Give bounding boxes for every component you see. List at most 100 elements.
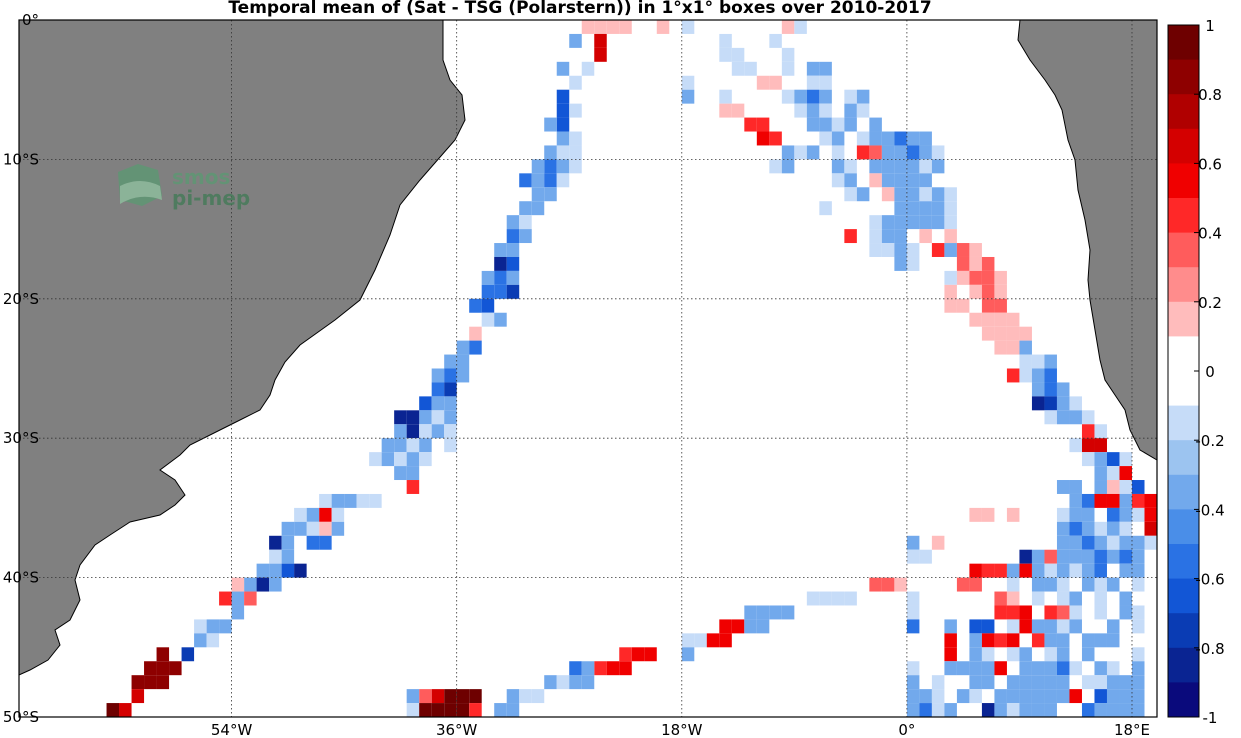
heatmap-cell — [1031, 619, 1045, 634]
heatmap-cell — [256, 563, 270, 578]
heatmap-cell — [1006, 689, 1020, 704]
heatmap-cell — [419, 689, 432, 704]
heatmap-cell — [306, 507, 320, 522]
heatmap-cell — [1044, 549, 1057, 564]
heatmap-cell — [556, 103, 570, 118]
plot-frame — [18, 19, 1158, 718]
heatmap-cell — [1031, 563, 1045, 578]
heatmap-cell — [531, 689, 545, 704]
heatmap-cell — [419, 703, 432, 717]
heatmap-cell — [1119, 521, 1132, 536]
heatmap-cell — [519, 201, 532, 216]
heatmap-cell — [756, 131, 770, 146]
heatmap-cell — [556, 61, 570, 76]
x-tick-label: 54°W — [211, 721, 253, 738]
heatmap-cell — [1019, 368, 1032, 383]
heatmap-cell — [1031, 675, 1045, 690]
heatmap-cell — [569, 675, 582, 690]
heatmap-cell — [581, 661, 595, 676]
heatmap-cell — [906, 131, 920, 146]
heatmap-cell — [506, 689, 520, 704]
heatmap-cell — [831, 591, 845, 606]
heatmap-cell — [1031, 396, 1045, 411]
x-tick-label: 18°W — [661, 721, 703, 738]
heatmap-cell — [581, 20, 595, 34]
heatmap-cell — [394, 452, 407, 467]
heatmap-cell — [1144, 521, 1157, 536]
heatmap-cell — [1031, 577, 1045, 592]
heatmap-cell — [544, 117, 557, 132]
heatmap-cell — [1019, 703, 1032, 717]
heatmap-cell — [469, 703, 482, 717]
heatmap-cell — [931, 243, 945, 257]
heatmap-cell — [869, 117, 882, 132]
heatmap-cell — [606, 661, 620, 676]
heatmap-cell — [1119, 605, 1132, 620]
heatmap-cell — [1131, 549, 1145, 564]
heatmap-cell — [1006, 577, 1020, 592]
heatmap-cell — [869, 577, 882, 592]
heatmap-cell — [919, 173, 932, 188]
heatmap-cell — [519, 215, 532, 230]
heatmap-cell — [944, 633, 957, 648]
heatmap-cell — [381, 452, 395, 467]
heatmap-cell — [981, 312, 995, 327]
heatmap-cell — [869, 243, 882, 257]
heatmap-cell — [531, 187, 545, 202]
heatmap-cell — [356, 493, 370, 508]
heatmap-cell — [181, 647, 195, 662]
heatmap-cell — [456, 340, 470, 355]
colorbar-segment — [1168, 647, 1199, 683]
heatmap-cell — [869, 215, 882, 230]
heatmap-cell — [1131, 703, 1145, 717]
heatmap-cell — [556, 159, 570, 174]
heatmap-cell — [1119, 689, 1132, 704]
colorbar-tick-label: 0.8 — [1198, 86, 1222, 104]
heatmap-cell — [931, 145, 945, 160]
heatmap-cell — [981, 563, 995, 578]
heatmap-cell — [969, 633, 982, 648]
heatmap-cell — [1094, 563, 1107, 578]
y-tick-label: 20°S — [3, 290, 39, 308]
heatmap-cell — [1019, 549, 1032, 564]
heatmap-cell — [794, 145, 807, 160]
heatmap-cell — [131, 675, 145, 690]
heatmap-cell — [719, 633, 732, 648]
heatmap-cell — [856, 131, 870, 146]
y-tick-label: 40°S — [3, 569, 39, 587]
heatmap-cell — [1044, 563, 1057, 578]
heatmap-cell — [569, 661, 582, 676]
heatmap-cell — [1006, 619, 1020, 634]
heatmap-cell — [406, 703, 420, 717]
heatmap-cell — [394, 438, 407, 453]
heatmap-cell — [1031, 633, 1045, 648]
heatmap-cell — [269, 563, 282, 578]
heatmap-cell — [944, 187, 957, 202]
heatmap-cell — [1131, 507, 1145, 522]
heatmap-cell — [569, 33, 582, 48]
heatmap-cell — [406, 438, 420, 453]
colorbar-tick-label: -0.4 — [1195, 501, 1224, 519]
heatmap-cell — [581, 675, 595, 690]
heatmap-cell — [1069, 619, 1082, 634]
colorbar-tick-label: 0.4 — [1198, 225, 1222, 243]
map-plot-area: smos pi-mep — [18, 19, 1158, 718]
heatmap-cell — [944, 229, 957, 244]
heatmap-cell — [1131, 675, 1145, 690]
heatmap-cell — [906, 187, 920, 202]
heatmap-cell — [444, 354, 457, 369]
heatmap-cell — [881, 577, 895, 592]
heatmap-cell — [231, 591, 245, 606]
heatmap-cell — [956, 689, 970, 704]
heatmap-cell — [1106, 689, 1120, 704]
heatmap-cell — [981, 647, 995, 662]
heatmap-cell — [594, 20, 607, 34]
heatmap-cell — [1106, 466, 1120, 481]
africa-landmass — [1017, 19, 1158, 461]
heatmap-cell — [1106, 480, 1120, 494]
heatmap-cell — [1106, 535, 1120, 550]
heatmap-cell — [919, 229, 932, 244]
heatmap-cell — [844, 117, 857, 132]
heatmap-cell — [681, 89, 695, 104]
heatmap-cell — [981, 507, 995, 522]
